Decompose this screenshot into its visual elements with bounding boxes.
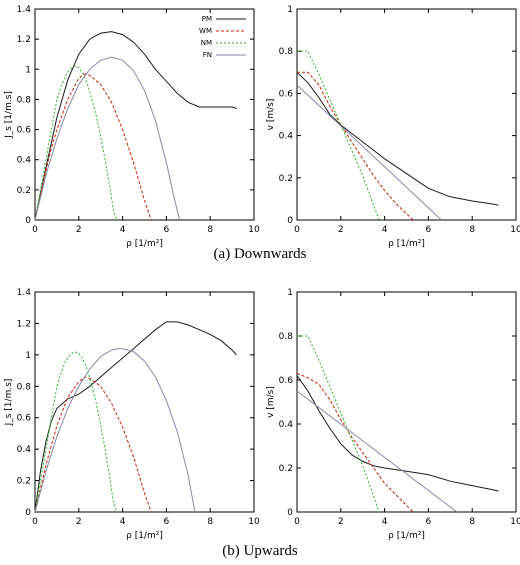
y-axis-label: J_s [1/m.s] [4,379,14,427]
series-nm-line [34,65,118,221]
y-tick-label: 0.8 [17,382,32,392]
series-nm-line [297,50,380,221]
chart-a-left: 0 2 4 6 8 10 0 0.2 0.4 0.6 0.8 1 1.2 1.4 ρ [1/m²] J_s [… [4,5,260,249]
chart-b-right: 0 2 4 6 8 10 0 0.2 0.4 0.6 0.8 1 ρ [1/m²] v [m/s] [266,288,520,541]
x-tick-label: 4 [120,225,126,235]
plot-frame [296,8,517,221]
x-tick-label: 8 [469,517,475,527]
y-tick-label: 1 [287,5,293,15]
y-tick-label: 0 [25,216,31,226]
x-tick-label: 0 [32,517,38,527]
series-pm-line [34,321,237,513]
y-tick-label: 0.2 [17,477,31,487]
y-tick-label: 1 [287,288,293,298]
x-tick-label: 6 [164,517,170,527]
plot-frame [296,291,517,513]
series-nm-line [34,351,118,513]
caption-a: (a) Downwards [213,246,307,262]
y-tick-label: 0.8 [17,95,32,105]
y-tick-label: 0.6 [17,414,32,424]
legend: PM WM NM FN [199,15,246,59]
x-tick-label: 8 [469,225,475,235]
y-tick-label: 1 [25,65,31,75]
y-tick-label: 1 [25,351,31,361]
x-tick-label: 8 [207,225,213,235]
y-axis-label: v [m/s] [266,99,276,131]
x-tick-label: 4 [120,517,126,527]
x-axis-label: ρ [1/m²] [126,531,163,541]
x-axis-label: ρ [1/m²] [388,531,425,541]
x-tick-label: 4 [382,517,388,527]
x-tick-label: 2 [76,517,82,527]
y-tick-label: 0.4 [17,445,32,455]
x-tick-label: 6 [426,517,432,527]
y-tick-label: 1.4 [17,288,32,298]
y-tick-label: 0.6 [279,376,294,386]
x-tick-label: 6 [426,225,432,235]
y-tick-label: 0.4 [279,132,294,142]
series-pm-line [34,31,237,221]
y-tick-label: 0.6 [17,126,32,136]
series-pm-line [296,71,499,206]
x-tick-label: 10 [510,517,520,527]
plot-frame [34,8,255,221]
series-fn-line [34,348,196,513]
y-tick-label: 0.8 [279,332,294,342]
x-tick-label: 10 [248,517,260,527]
y-tick-label: 0 [287,508,293,518]
x-axis-label: ρ [1/m²] [126,239,163,249]
series-fn-line [34,56,180,221]
x-tick-label: 8 [207,517,213,527]
series-wm-line [34,376,152,513]
y-axis-label: v [m/s] [266,386,276,418]
plot-frame [34,291,255,513]
series-wm-line [296,372,414,513]
series-pm-line [296,375,499,492]
y-tick-label: 0 [25,508,31,518]
x-tick-label: 2 [338,225,344,235]
x-tick-label: 10 [510,225,520,235]
y-axis-label: J_s [1/m.s] [4,91,14,139]
legend-label-wm: WM [199,27,212,35]
legend-label-fn: FN [203,51,212,59]
y-tick-label: 0.2 [17,186,31,196]
series-fn-line [296,390,458,513]
x-tick-label: 4 [382,225,388,235]
series-fn-line [296,84,442,221]
x-tick-label: 0 [32,225,38,235]
series-wm-line [34,73,152,221]
caption-b: (b) Upwards [222,543,298,559]
y-tick-label: 0.4 [279,420,294,430]
x-tick-label: 2 [76,225,82,235]
chart-a-right: 0 2 4 6 8 10 0 0.2 0.4 0.6 0.8 1 ρ [1/m²] v [m/s] [266,5,520,249]
legend-label-nm: NM [201,39,212,47]
y-tick-label: 0.2 [279,174,293,184]
x-tick-label: 0 [294,517,300,527]
x-tick-label: 10 [248,225,260,235]
legend-label-pm: PM [202,15,212,23]
series-nm-line [297,335,380,513]
x-tick-label: 6 [164,225,170,235]
x-tick-label: 2 [338,517,344,527]
y-tick-label: 0.8 [279,47,294,57]
y-tick-label: 1.2 [17,319,31,329]
y-tick-label: 0.4 [17,156,32,166]
series-wm-line [297,71,414,221]
y-tick-label: 0.6 [279,89,294,99]
y-tick-label: 0 [287,216,293,226]
y-tick-label: 1.4 [17,5,32,15]
y-tick-label: 0.2 [279,464,293,474]
x-axis-label: ρ [1/m²] [388,239,425,249]
y-tick-label: 1.2 [17,35,31,45]
chart-b-left: 0 2 4 6 8 10 0 0.2 0.4 0.6 0.8 1 1.2 1.4 ρ [1/m²] J_s [… [4,288,260,541]
x-tick-label: 0 [294,225,300,235]
